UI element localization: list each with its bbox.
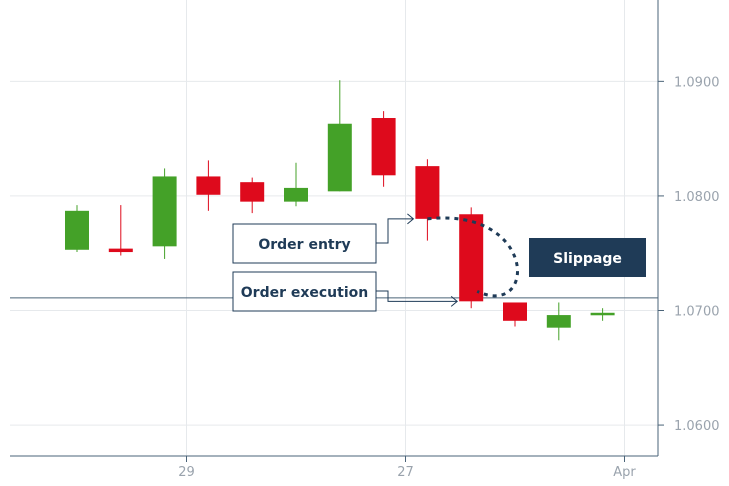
x-tick-label: 27 [397,465,414,480]
order-entry-label: Order entry [258,237,350,253]
candle [108,205,133,256]
candle [240,177,265,214]
candle-body [196,176,221,195]
x-tick-label: 29 [178,465,195,480]
candle-body [65,210,89,250]
candle [196,160,221,211]
candle-body [327,123,352,192]
candle [503,302,527,327]
candle-body [546,315,571,328]
slippage-box [529,238,646,277]
candle-body [108,248,133,253]
slippage-arc [427,216,519,298]
candle-body [459,214,484,302]
candle-body [152,176,177,247]
annotations: Order entry Order execution Slippage [232,213,646,312]
slippage-label: Slippage [553,251,622,267]
candle [284,162,308,207]
candles [65,80,615,341]
candle [590,308,615,321]
candle [327,80,352,192]
order-entry-box [232,223,377,264]
x-tick-label: Apr [613,465,636,480]
y-tick-label: 1.0800 [674,190,720,205]
y-tick-label: 1.0600 [674,419,720,434]
candle [546,302,571,341]
y-tick-label: 1.0700 [674,304,720,319]
order-execution-arrow [376,290,458,307]
candle-body [503,302,527,321]
candle-body [284,187,308,202]
candle-body [590,312,615,316]
candle [65,205,89,253]
candle-body [371,118,396,176]
candle [459,207,484,309]
order-execution-box [232,271,377,312]
y-tick-labels: 1.0900 1.0800 1.0700 1.0600 [658,75,720,434]
order-entry-arrow [376,213,415,244]
axes [10,0,659,457]
x-tick-labels: 29 27 Apr [178,456,636,480]
candle [371,111,396,187]
order-execution-label: Order execution [241,285,368,301]
y-tick-label: 1.0900 [674,75,720,90]
candle-body [240,182,265,202]
candle [152,168,177,259]
candle [415,159,440,241]
candle-body [415,166,440,219]
